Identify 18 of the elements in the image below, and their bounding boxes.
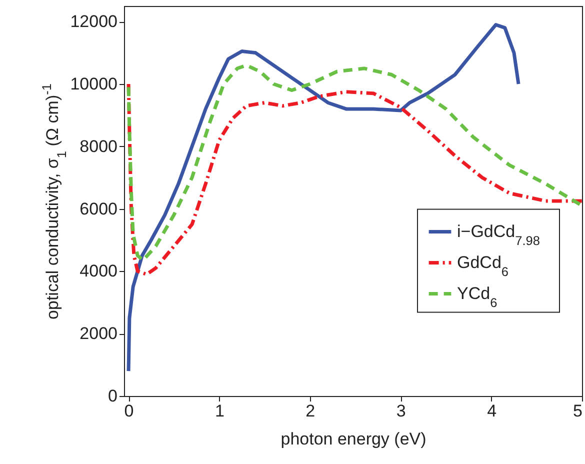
x-tick-label: 1 (214, 402, 224, 420)
y-tick-label: 8000 (80, 136, 118, 156)
line-series (126, 82, 582, 276)
y-tick-label: 4000 (80, 262, 118, 281)
y-tick-label: 12000 (70, 12, 118, 32)
y-tick-label: 0 (108, 386, 118, 406)
x-tick-label: 4 (487, 402, 497, 420)
y-tick-label: 2000 (80, 324, 118, 344)
legend-label: YCd$_{6}$ (457, 284, 498, 310)
x-axis-title: photon energy (eV) (280, 430, 426, 448)
legend-label: GdCd$_{6}$ (457, 252, 509, 278)
x-tick-label: 2 (306, 402, 316, 420)
y-tick-label: 10000 (70, 74, 118, 94)
x-tick-label: 3 (396, 402, 406, 420)
legend-label: i−GdCd$_{7.98}$ (457, 222, 540, 248)
x-tick-label: 5 (573, 402, 582, 420)
y-tick-label: 6000 (80, 199, 118, 218)
x-tick-label: 0 (124, 402, 134, 420)
